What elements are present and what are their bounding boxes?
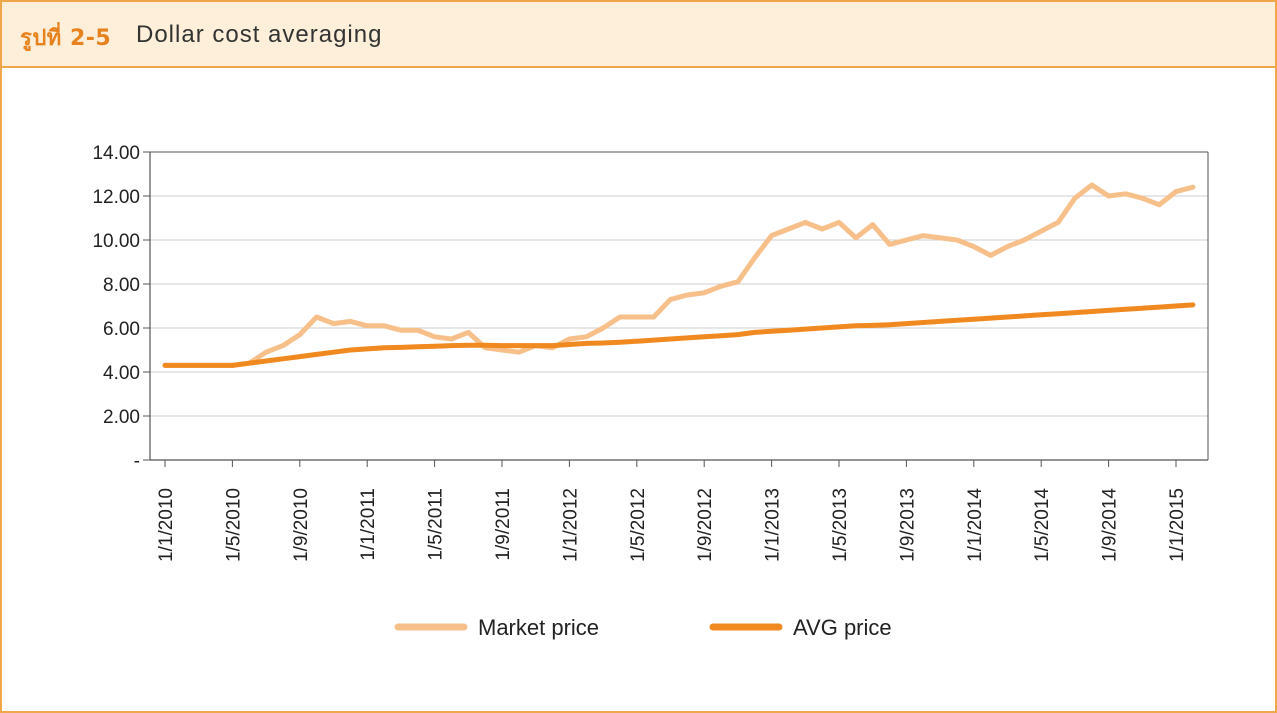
x-tick-label: 1/5/2012 <box>628 488 649 562</box>
legend-label: AVG price <box>793 615 892 640</box>
y-tick-label: 14.00 <box>92 143 140 164</box>
figure-title: Dollar cost averaging <box>136 21 383 48</box>
y-tick-label: - <box>134 451 140 472</box>
series-line-avg-price <box>162 302 1196 368</box>
x-tick-label: 1/1/2010 <box>156 488 177 562</box>
x-tick-label: 1/9/2010 <box>291 488 312 562</box>
x-tick-label: 1/1/2012 <box>560 488 581 562</box>
x-tick-label: 1/1/2015 <box>1167 488 1188 562</box>
x-tick-label: 1/5/2010 <box>223 488 244 562</box>
x-tick-label: 1/9/2013 <box>897 488 918 562</box>
x-tick-label: 1/9/2012 <box>695 488 716 562</box>
y-tick-label: 10.00 <box>92 231 140 252</box>
x-tick-label: 1/1/2013 <box>763 488 784 562</box>
y-tick-label: 6.00 <box>103 319 140 340</box>
x-tick-label: 1/5/2011 <box>426 488 447 561</box>
x-tick-label: 1/9/2014 <box>1100 488 1121 562</box>
x-tick-label: 1/1/2011 <box>358 488 379 561</box>
y-tick-label: 12.00 <box>92 187 140 208</box>
gridlines <box>150 195 1208 417</box>
legend-label: Market price <box>478 615 599 640</box>
figure-header: รูปที่ 2-5 Dollar cost averaging <box>2 2 1275 68</box>
y-tick-label: 2.00 <box>103 407 140 428</box>
x-tick-label: 1/9/2011 <box>493 488 514 561</box>
x-tick-label: 1/5/2014 <box>1032 488 1053 562</box>
series-line-market-price <box>162 182 1196 368</box>
figure-label: รูปที่ 2-5 <box>20 26 112 51</box>
legend: Market price AVG price <box>394 615 892 640</box>
y-tick-label: 8.00 <box>103 275 140 296</box>
series-lines <box>162 182 1196 368</box>
y-tick-label: 4.00 <box>103 363 140 384</box>
x-tick-label: 1/5/2013 <box>830 488 851 562</box>
x-tick-label: 1/1/2014 <box>965 488 986 562</box>
axes: - 2.00 4.00 6.00 8.00 10.00 12.00 14.00 1/1/2010… <box>92 143 1209 562</box>
